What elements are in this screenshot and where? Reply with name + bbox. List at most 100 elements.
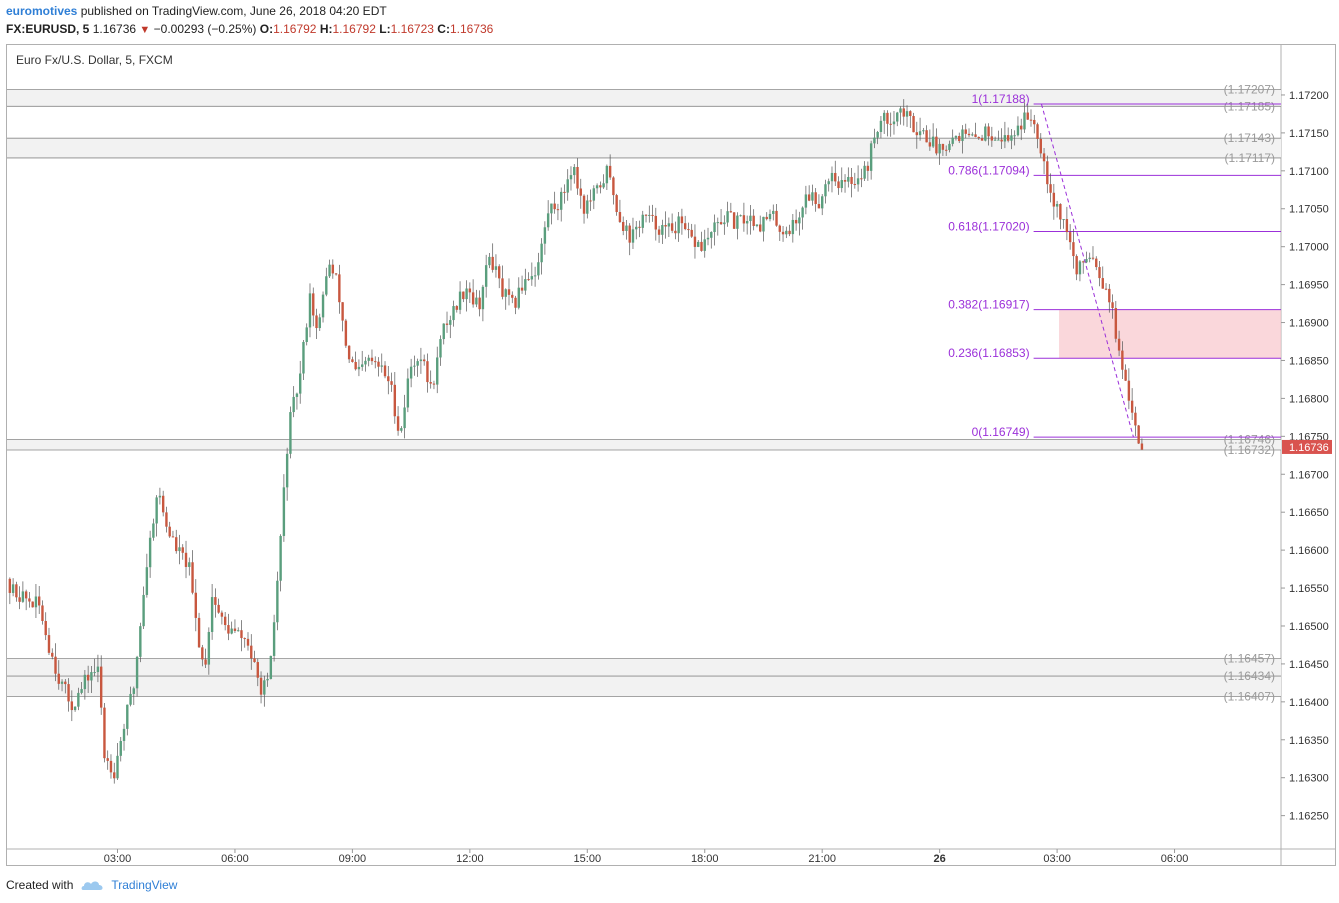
candle-body [246, 638, 250, 646]
candle-body [798, 217, 801, 224]
candle-body [498, 266, 501, 279]
candle-body [83, 674, 87, 690]
y-tick-label: 1.16550 [1289, 583, 1329, 595]
candle-body [1049, 184, 1052, 193]
candle-body [344, 320, 348, 346]
candle-body [608, 165, 612, 178]
tradingview-link[interactable]: TradingView [111, 878, 178, 892]
candle-body [674, 230, 677, 234]
candle-body [15, 584, 18, 598]
candle-body [1121, 350, 1124, 370]
y-tick-label: 1.16850 [1289, 355, 1329, 367]
candle-body [732, 212, 736, 229]
tradingview-cloud-icon [81, 881, 103, 890]
candle-body [752, 215, 755, 226]
low-value: 1.16723 [390, 22, 434, 36]
candle-body [119, 740, 122, 756]
candle-body [605, 165, 609, 184]
candle-body [227, 625, 230, 634]
candle-body [155, 497, 158, 524]
candle-body [139, 626, 142, 657]
candle-body [794, 219, 798, 224]
candle-body [860, 178, 863, 180]
candle-body [1130, 400, 1134, 413]
candle-body [51, 652, 54, 657]
candle-body [595, 185, 599, 189]
candle-body [788, 230, 791, 235]
candle-body [54, 656, 57, 674]
sr-level-label: (1.16732) [1224, 443, 1275, 457]
candle-body [530, 276, 534, 280]
candle-body [253, 658, 256, 663]
high-label: H: [319, 22, 333, 36]
candle-body [582, 195, 586, 214]
candle-body [657, 229, 661, 235]
candle-body [980, 138, 984, 141]
candle-body [93, 672, 96, 674]
candle-body [276, 580, 279, 623]
y-tick-label: 1.16350 [1289, 735, 1329, 747]
y-tick-label: 1.17050 [1289, 204, 1329, 216]
candle-body [419, 359, 423, 362]
sr-level-label: (1.17117) [1225, 151, 1275, 165]
candle-body [491, 256, 494, 270]
candle-body [667, 223, 671, 227]
candle-body [305, 327, 308, 342]
candle-body [550, 203, 553, 214]
candle-body [178, 547, 181, 552]
candle-body [589, 200, 592, 202]
candle-body [592, 188, 596, 201]
candle-body [824, 184, 827, 197]
candle-body [902, 108, 905, 117]
candle-body [230, 628, 233, 634]
candle-body [380, 365, 383, 367]
candle-body [1137, 425, 1140, 444]
candle-body [765, 216, 768, 220]
candle-body [8, 578, 12, 593]
chart-frame [6, 44, 1336, 866]
candle-body [540, 243, 543, 263]
candle-body [31, 601, 34, 608]
candle-body [449, 320, 452, 325]
publisher-name[interactable]: euromotives [6, 4, 78, 18]
candle-body [24, 591, 28, 599]
candle-body [475, 297, 478, 305]
candle-body [938, 143, 941, 154]
candle-body [817, 204, 821, 209]
candle-body [837, 181, 840, 189]
candle-body [882, 112, 886, 121]
candle-body [775, 210, 778, 226]
candle-body [312, 293, 315, 316]
candle-body [781, 231, 785, 235]
candle-body [403, 407, 406, 429]
candle-body [869, 143, 873, 171]
candle-body [1042, 153, 1046, 162]
candle-body [142, 594, 145, 627]
candle-body [553, 203, 556, 210]
fib-level-label: 0.382(1.16917) [948, 298, 1029, 312]
open-label: O: [259, 22, 274, 36]
candle-body [912, 116, 915, 133]
candle-body [967, 133, 971, 136]
last-price-badge [1282, 439, 1332, 454]
candle-body [38, 596, 41, 606]
candle-body [631, 229, 635, 243]
candle-body [416, 361, 419, 366]
candle-body [925, 130, 928, 143]
candle-body [168, 526, 171, 537]
candle-body [67, 684, 70, 702]
published-text: published on TradingView.com, June 26, 2… [80, 4, 387, 18]
candle-body [152, 523, 155, 538]
candle-body [1059, 203, 1062, 220]
candle-body [145, 567, 149, 595]
candle-body [762, 216, 765, 232]
candle-body [1020, 125, 1023, 130]
candle-body [697, 241, 700, 247]
candle-body [96, 666, 100, 673]
candle-body [511, 294, 514, 298]
candle-body [233, 628, 237, 631]
candle-body [295, 393, 299, 397]
candle-body [409, 366, 413, 379]
candle-body [279, 535, 282, 581]
